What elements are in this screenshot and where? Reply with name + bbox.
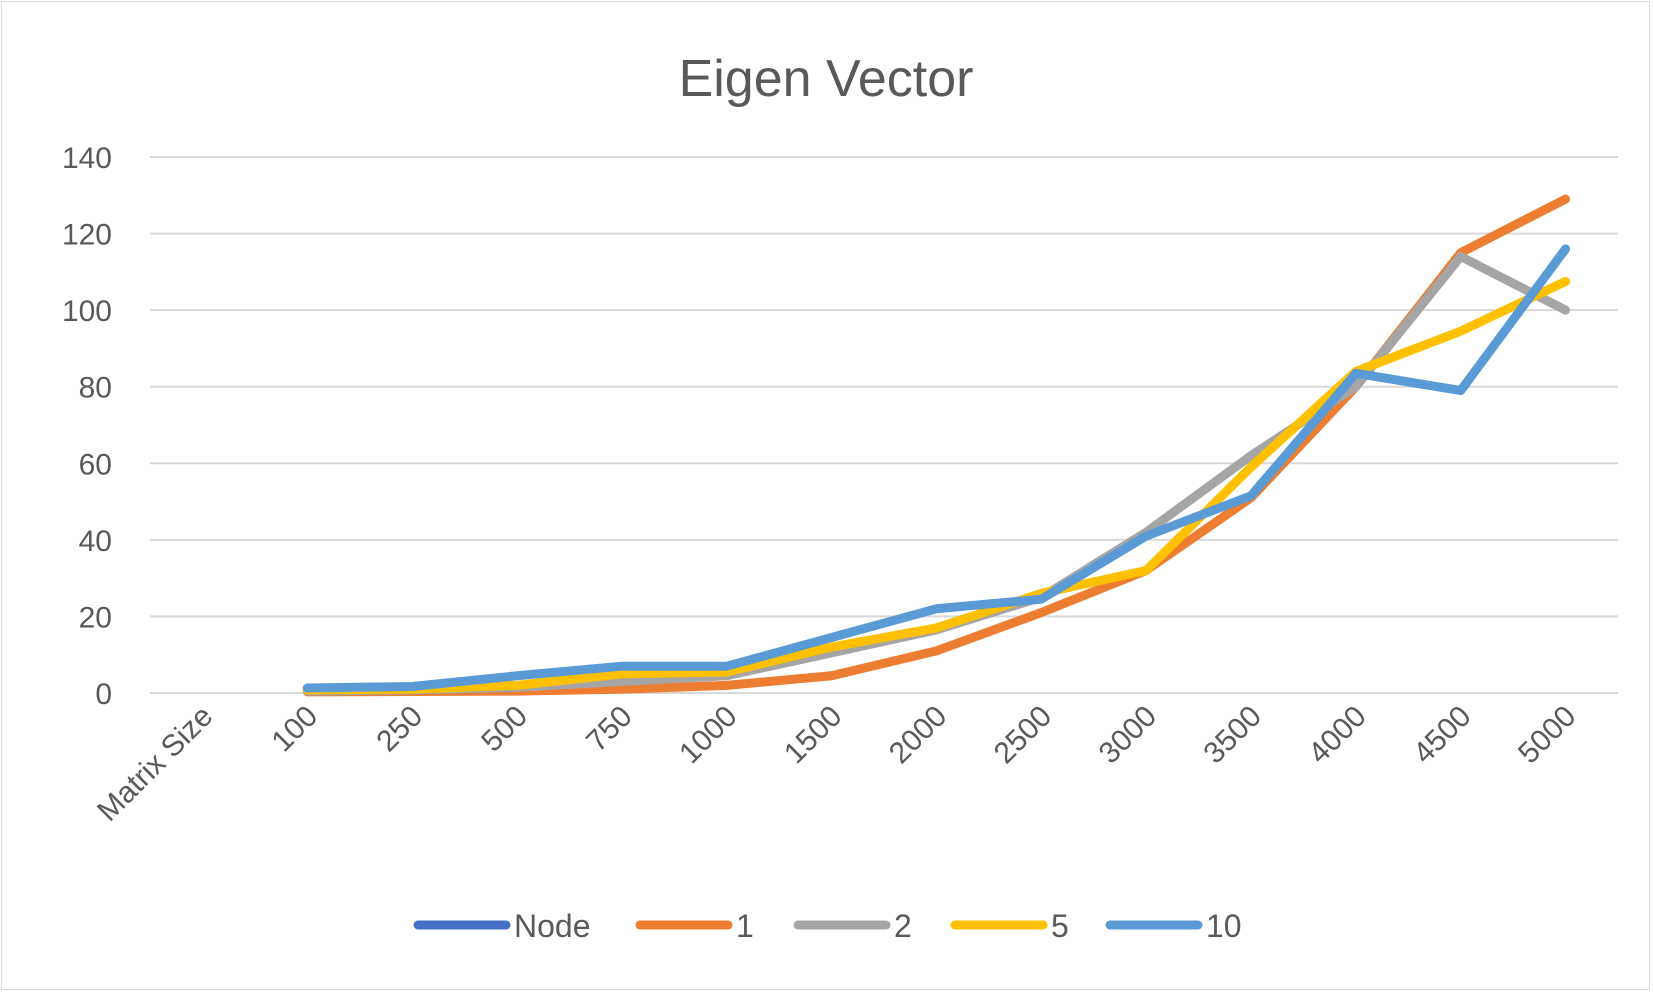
y-tick-label: 120 (62, 219, 112, 252)
legend-label-Node: Node (514, 908, 591, 944)
x-tick-label: 5000 (1512, 700, 1583, 771)
y-tick-label: 20 (79, 601, 112, 634)
gridlines (150, 156, 1618, 694)
x-tick-label: 1000 (673, 700, 744, 771)
x-tick-label: 100 (266, 700, 325, 759)
x-tick-label: 2000 (883, 700, 954, 771)
y-tick-label: 0 (95, 678, 112, 711)
y-tick-label: 40 (79, 525, 112, 558)
chart-title: Eigen Vector (679, 50, 974, 108)
series-line-1 (302, 194, 1571, 697)
y-tick-label: 80 (79, 372, 112, 405)
series-line-10 (302, 244, 1571, 693)
legend-label-1: 1 (736, 908, 754, 944)
legend-label-5: 5 (1051, 908, 1069, 944)
y-axis-ticks: 0 20 40 60 80 100 120 140 (62, 142, 112, 711)
x-tick-label: 4500 (1407, 700, 1478, 771)
legend: Node 1 2 5 10 (413, 908, 1242, 944)
x-tick-label: 2500 (988, 700, 1059, 771)
series-line-5 (302, 276, 1571, 695)
x-tick-label: 1500 (778, 700, 849, 771)
y-tick-label: 100 (62, 295, 112, 328)
legend-label-2: 2 (894, 908, 912, 944)
x-tick-label: 4000 (1302, 700, 1373, 771)
x-tick-label: Matrix Size (91, 700, 219, 828)
x-tick-label: 750 (580, 700, 639, 759)
y-tick-label: 60 (79, 448, 112, 481)
x-tick-label: 500 (475, 700, 534, 759)
legend-label-10: 10 (1206, 908, 1242, 944)
x-tick-label: 3500 (1197, 700, 1268, 771)
series-lines (302, 194, 1571, 697)
x-tick-label: 250 (370, 700, 429, 759)
x-tick-label: 3000 (1093, 700, 1164, 771)
y-tick-label: 140 (62, 142, 112, 175)
x-axis-ticks: Matrix Size 100 250 500 750 1000 1500 2000 2500 3… (91, 700, 1582, 828)
